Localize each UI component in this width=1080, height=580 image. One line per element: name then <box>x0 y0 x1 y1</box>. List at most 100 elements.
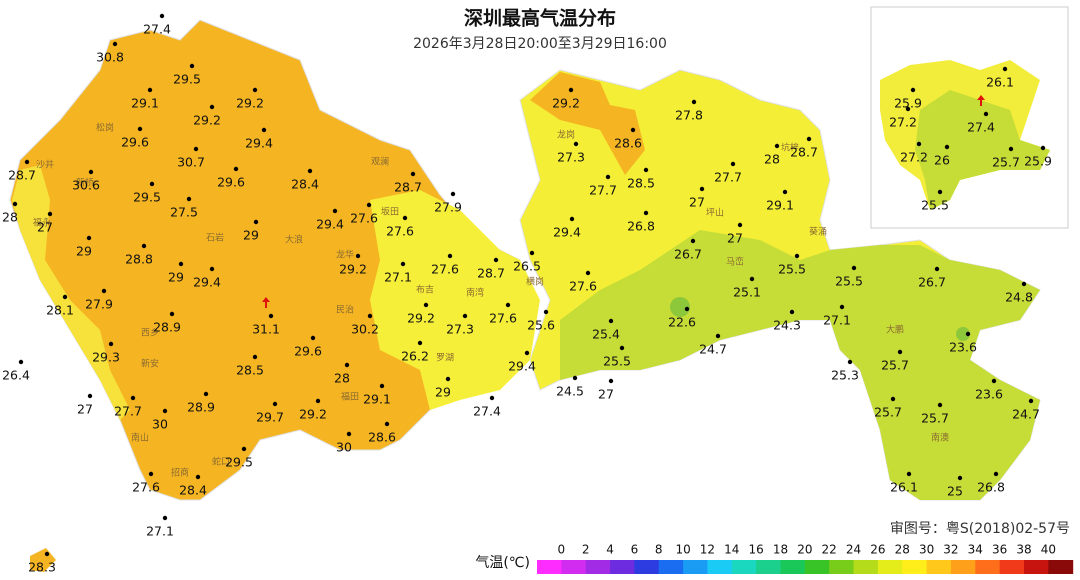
district-label: 福永 <box>33 217 51 229</box>
station-dot <box>605 174 611 180</box>
station-value: 29.2 <box>193 113 221 128</box>
station-dot <box>315 398 321 404</box>
station-dot <box>730 161 736 167</box>
district-label: 葵涌 <box>809 226 827 238</box>
station-value: 29.4 <box>553 225 581 240</box>
station-dot <box>423 302 429 308</box>
station-dot <box>957 475 963 481</box>
legend-tick: 10 <box>675 543 690 557</box>
station-dot <box>186 196 192 202</box>
map-approval: 审图号：粤S(2018)02-57号 <box>890 521 1070 537</box>
legend-swatch <box>1048 560 1074 574</box>
station-dot <box>897 349 903 355</box>
station-value: 29.1 <box>766 198 794 213</box>
legend-swatch <box>756 560 781 574</box>
station-value: 29 <box>76 244 92 259</box>
station-value: 30.7 <box>177 155 205 170</box>
station-dot <box>209 266 215 272</box>
station-value: 27.6 <box>386 224 414 239</box>
station-value: 27 <box>598 387 614 402</box>
legend-tick: 40 <box>1041 543 1056 557</box>
station-value: 25.6 <box>527 318 555 333</box>
district-label: 招商 <box>171 467 189 479</box>
station-dot <box>543 309 549 315</box>
max-arrow <box>977 95 985 106</box>
station-value: 25 <box>947 484 963 499</box>
station-dot <box>417 340 423 346</box>
station-value: 26.8 <box>977 480 1005 495</box>
station-dot <box>737 222 743 228</box>
station-value: 27.4 <box>473 404 501 419</box>
station-value: 29.6 <box>294 344 322 359</box>
station-value: 25.7 <box>881 358 909 373</box>
station-value: 24.8 <box>1005 290 1033 305</box>
region-warm-mid <box>370 190 540 410</box>
station-dot <box>782 189 788 195</box>
legend-swatch <box>975 560 1001 574</box>
station-value: 28.9 <box>153 320 181 335</box>
station-dot <box>505 302 511 308</box>
station-dot <box>169 311 175 317</box>
station-value: 27.2 <box>900 150 928 165</box>
station-value: 26.1 <box>890 480 918 495</box>
station-value: 29.4 <box>193 275 221 290</box>
district-label: 沙井 <box>36 159 54 171</box>
district-label: 布吉 <box>416 284 434 296</box>
legend-swatch <box>780 560 806 574</box>
station-value: 28.7 <box>790 145 818 160</box>
station-dot <box>209 104 215 110</box>
station-dot <box>890 396 896 402</box>
station-dot <box>410 171 416 177</box>
station-value: 29 <box>243 228 259 243</box>
legend-swatch <box>658 560 684 574</box>
station-value: 27.9 <box>434 200 462 215</box>
station-dot <box>149 181 155 187</box>
district-label: 石岩 <box>206 232 224 244</box>
region-cold-spot <box>956 327 970 341</box>
title: 深圳最高气温分布 <box>464 7 616 30</box>
station-value: 27.7 <box>714 170 742 185</box>
station-value: 29.4 <box>316 217 344 232</box>
station-dot <box>630 127 636 133</box>
station-dot <box>493 257 499 263</box>
legend-label: 气温(℃) <box>475 555 530 571</box>
station-value: 30.6 <box>72 178 100 193</box>
station-dot <box>529 250 535 256</box>
station-dot <box>12 201 18 207</box>
station-value: 30 <box>152 417 168 432</box>
legend-swatch <box>585 560 611 574</box>
district-label: 大浪 <box>285 234 303 246</box>
station-dot <box>261 127 267 133</box>
legend-swatch <box>683 560 708 574</box>
district-label: 新桥 <box>76 177 94 189</box>
station-value: 28 <box>2 210 18 225</box>
district-label: 南山 <box>131 432 149 444</box>
station-value: 25.5 <box>603 354 631 369</box>
district-label: 蛇口 <box>212 456 230 468</box>
station-dot <box>402 215 408 221</box>
station-dot <box>643 210 649 216</box>
station-dot <box>794 253 800 259</box>
station-dot <box>1002 66 1008 72</box>
station-value: 27.4 <box>967 120 995 135</box>
station-value: 27 <box>37 220 53 235</box>
station-value: 28.1 <box>46 303 74 318</box>
station-value: 26.7 <box>674 247 702 262</box>
station-dot <box>910 87 916 93</box>
district-label: 坂田 <box>381 207 399 218</box>
station-dot <box>619 345 625 351</box>
station-value: 28 <box>334 371 350 386</box>
station-dot <box>983 111 989 117</box>
station-value: 27.6 <box>431 262 459 277</box>
station-value: 25.1 <box>733 285 761 300</box>
legend-tick: 18 <box>773 543 788 557</box>
district-label: 坪山 <box>706 208 724 219</box>
station-value: 25.5 <box>778 262 806 277</box>
station-dot <box>905 106 911 112</box>
station-dot <box>991 378 997 384</box>
station-value: 28.6 <box>614 136 642 151</box>
station-dot <box>86 235 92 241</box>
station-value: 29.1 <box>131 96 159 111</box>
